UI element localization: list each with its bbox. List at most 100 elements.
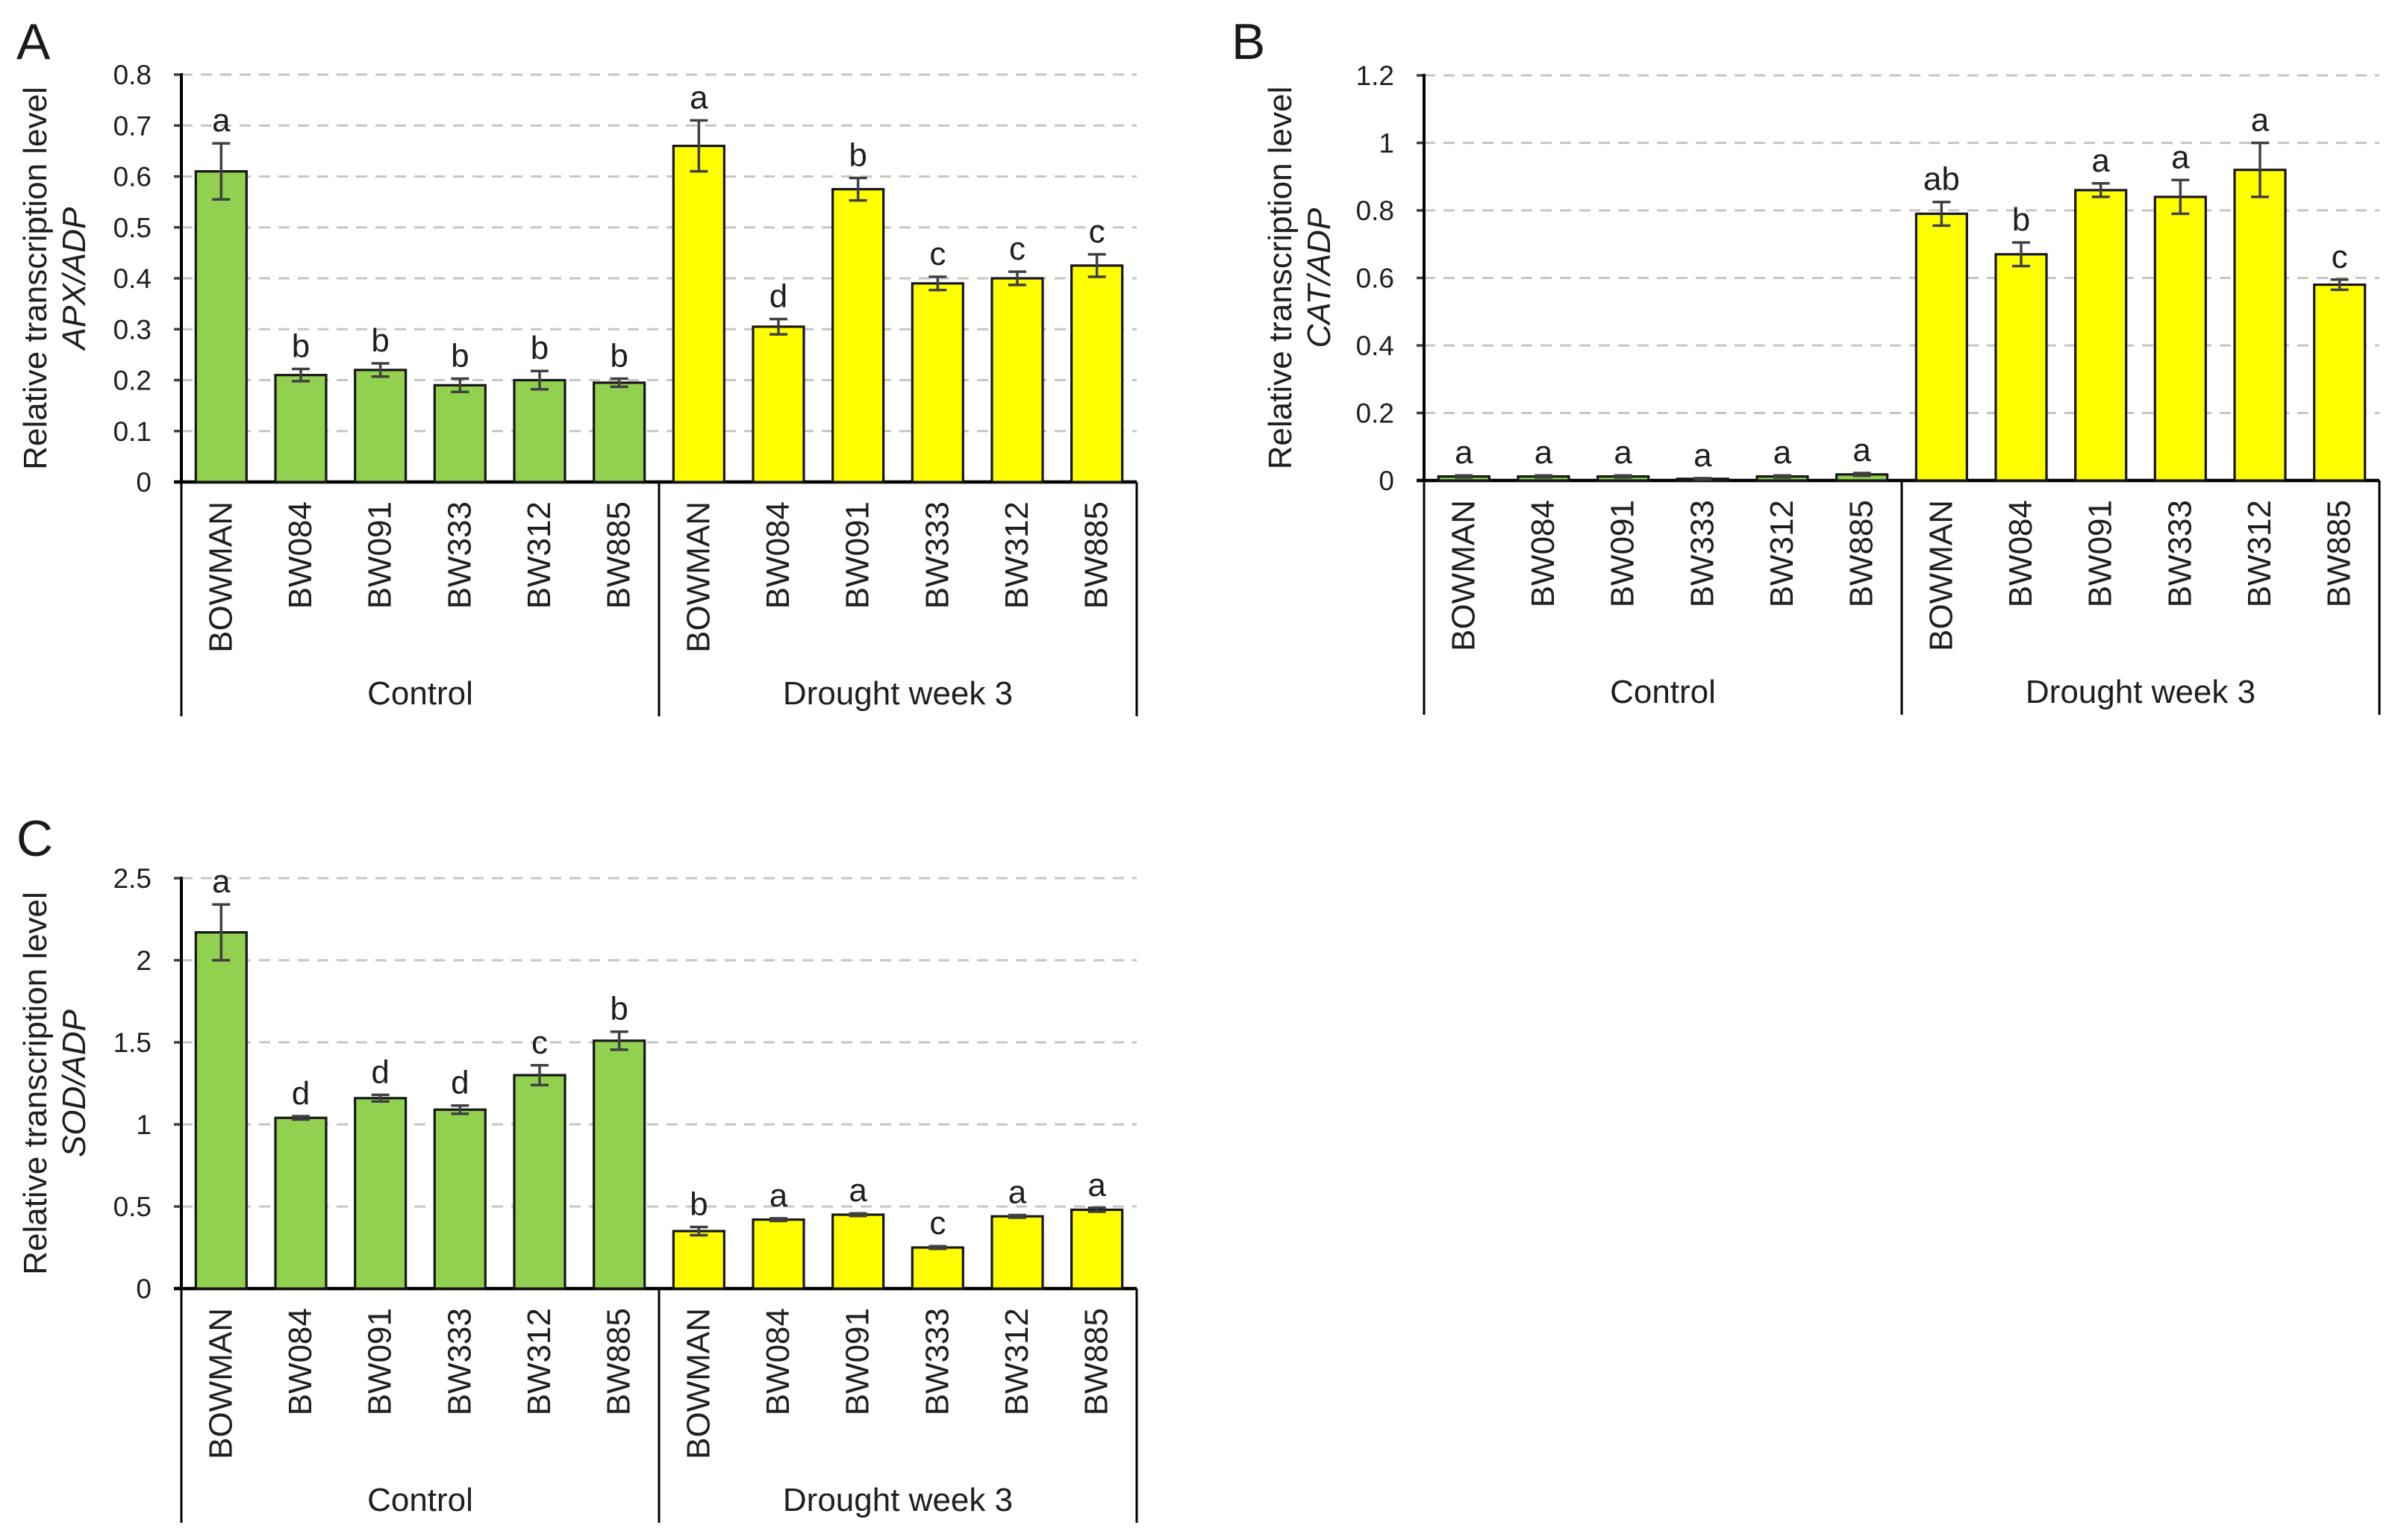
a-series-0: a BOWMAN b BW084 b BW091 b BW333 b BW312 b BW885 Con… xyxy=(194,102,646,712)
b-category-label-bw091: BW091 xyxy=(1605,500,1641,607)
a-category-label-bw091: BW091 xyxy=(362,501,399,609)
c-group-label-drought: Drought week 3 xyxy=(783,1482,1013,1518)
c-bar-control-bw091 xyxy=(354,1097,408,1290)
b-bar-drought-bw084 xyxy=(1994,253,2048,482)
b-error-bar-bw885 xyxy=(1852,472,1871,478)
b-category-label-bw084: BW084 xyxy=(1525,500,1561,607)
b-error-bar-bw312 xyxy=(1773,474,1791,479)
b-y-axis-ticks: 0 0.2 0.4 0.6 0.8 1 1.2 xyxy=(1356,60,1424,496)
c-bar-control-bowman xyxy=(194,930,248,1290)
c-category-label-bw885: BW885 xyxy=(1078,1308,1115,1415)
b-sig-letter-bw333: a xyxy=(1693,437,1712,474)
c-y-tick-label: 1 xyxy=(136,1109,152,1140)
a-error-bar-bw091 xyxy=(849,176,867,202)
a-sig-letter-bw885: b xyxy=(610,337,628,374)
c-series-1: b BOWMAN a BW084 a BW091 c BW333 a BW312 a BW885 Dro… xyxy=(672,1167,1124,1518)
c-sig-letter-bw885: a xyxy=(1087,1167,1106,1203)
a-bar-drought-bowman xyxy=(672,144,725,483)
b-sig-letter-bw091: a xyxy=(2091,143,2110,179)
c-category-label-bw084: BW084 xyxy=(760,1308,796,1415)
a-y-axis-ticks: 0 0.1 0.2 0.3 0.4 0.5 0.6 0.7 0.8 xyxy=(113,60,181,498)
c-sig-letter-bw885: b xyxy=(610,991,628,1027)
a-category-label-bowman: BOWMAN xyxy=(680,501,717,653)
a-y-tick-label: 0.5 xyxy=(113,213,152,243)
a-bar-control-bw084 xyxy=(274,374,328,483)
b-y-axis-title: Relative transcription level xyxy=(1262,87,1299,470)
b-y-tick-label: 0 xyxy=(1379,466,1394,496)
a-bar-control-bw333 xyxy=(433,384,487,483)
a-y-tick-label: 0.4 xyxy=(113,263,152,294)
c-sig-letter-bowman: a xyxy=(212,863,231,900)
c-y-tick-label: 0 xyxy=(136,1274,152,1304)
b-category-label-bw333: BW333 xyxy=(2161,500,2198,607)
c-y-tick-label: 0.5 xyxy=(113,1192,152,1222)
b-category-label-bw084: BW084 xyxy=(2002,500,2039,607)
c-y-tick-label: 2 xyxy=(136,945,152,976)
b-bar-drought-bw885 xyxy=(2313,283,2367,482)
a-bar-control-bowman xyxy=(194,170,248,483)
c-bar-drought-bw084 xyxy=(752,1218,805,1290)
a-bar-drought-bw885 xyxy=(1070,264,1124,483)
c-error-bar-bw084 xyxy=(292,1115,310,1121)
c-series-0: a BOWMAN d BW084 d BW091 d BW333 c BW312 b BW885 Con… xyxy=(194,863,646,1518)
c-sig-letter-bowman: b xyxy=(690,1186,708,1223)
a-bar-drought-bw091 xyxy=(831,187,885,483)
b-series-1: ab BOWMAN b BW084 a BW091 a BW333 a BW312 c BW885 Dr… xyxy=(1914,102,2367,710)
a-sig-letter-bw312: b xyxy=(531,330,549,366)
b-gridlines xyxy=(1424,74,2379,414)
b-category-label-bowman: BOWMAN xyxy=(1445,500,1482,651)
c-category-label-bw333: BW333 xyxy=(919,1308,955,1415)
a-y-tick-label: 0.8 xyxy=(113,60,152,90)
c-category-label-bw084: BW084 xyxy=(282,1308,319,1415)
b-group-label-drought: Drought week 3 xyxy=(2026,674,2255,710)
a-sig-letter-bw333: c xyxy=(929,236,946,272)
panel-label-b: B xyxy=(1231,13,1266,70)
c-error-bar-bw312 xyxy=(531,1064,549,1086)
c-error-bar-bw084 xyxy=(769,1217,787,1223)
c-category-label-bw312: BW312 xyxy=(521,1308,558,1415)
b-y-tick-label: 1 xyxy=(1379,128,1394,159)
b-category-label-bw312: BW312 xyxy=(2241,500,2278,607)
c-bar-control-bw084 xyxy=(274,1116,328,1290)
b-category-label-bw091: BW091 xyxy=(2082,500,2119,607)
a-y-axis-gene-title: APX/ADP xyxy=(56,207,93,351)
chart-panel-a: 0 0.1 0.2 0.3 0.4 0.5 0.6 0.7 0.8 Relative transc… xyxy=(17,60,1138,716)
c-bar-control-bw312 xyxy=(513,1074,566,1290)
a-y-tick-label: 0.7 xyxy=(113,110,152,141)
c-category-label-bowman: BOWMAN xyxy=(680,1308,717,1459)
a-error-bar-bw333 xyxy=(928,275,947,292)
c-category-label-bw091: BW091 xyxy=(840,1308,876,1415)
a-sig-letter-bw084: d xyxy=(769,278,787,315)
a-error-bar-bw885 xyxy=(610,377,628,389)
c-bar-drought-bw091 xyxy=(831,1213,885,1290)
a-error-bar-bw333 xyxy=(451,377,469,393)
b-sig-letter-bw885: a xyxy=(1852,432,1871,469)
c-y-axis-title: Relative transcription level xyxy=(17,892,54,1275)
a-sig-letter-bw312: c xyxy=(1009,231,1025,267)
a-sig-letter-bowman: a xyxy=(212,102,231,139)
a-bar-drought-bw333 xyxy=(911,282,964,483)
b-error-bar-bw091 xyxy=(2091,182,2110,198)
c-gridlines xyxy=(181,877,1137,1208)
a-gridlines xyxy=(181,73,1137,433)
c-bar-drought-bw885 xyxy=(1070,1208,1124,1290)
a-series-1: a BOWMAN d BW084 b BW091 c BW333 c BW312 c BW885 Dro… xyxy=(672,79,1124,712)
c-group-label-control: Control xyxy=(367,1482,473,1518)
c-sig-letter-bw312: c xyxy=(531,1024,548,1061)
c-category-label-bw885: BW885 xyxy=(601,1308,637,1415)
c-bar-control-bw333 xyxy=(433,1108,487,1290)
a-y-axis-title: Relative transcription level xyxy=(17,87,54,470)
a-sig-letter-bw333: b xyxy=(451,337,469,374)
a-category-label-bw091: BW091 xyxy=(840,501,876,609)
c-error-bar-bw333 xyxy=(928,1245,947,1251)
a-error-bar-bw084 xyxy=(292,367,310,383)
c-sig-letter-bw091: d xyxy=(371,1054,389,1090)
b-error-bar-bw084 xyxy=(1535,474,1552,479)
a-category-label-bowman: BOWMAN xyxy=(202,501,239,653)
c-sig-letter-bw333: d xyxy=(451,1065,469,1101)
c-error-bar-bw333 xyxy=(451,1104,469,1115)
a-error-bar-bw312 xyxy=(531,369,549,391)
c-category-label-bowman: BOWMAN xyxy=(202,1308,239,1459)
a-category-label-bw084: BW084 xyxy=(282,501,319,609)
